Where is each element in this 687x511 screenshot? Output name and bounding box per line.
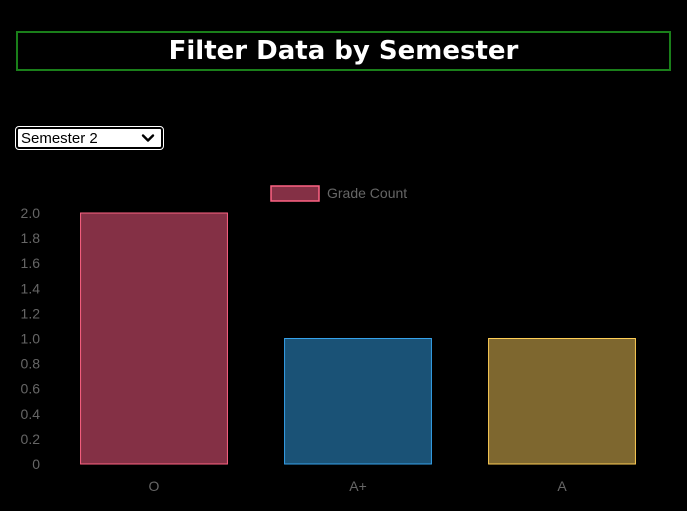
y-tick-label: 0 bbox=[32, 456, 40, 472]
chevron-down-icon bbox=[141, 134, 155, 142]
legend-label: Grade Count bbox=[327, 185, 407, 201]
x-tick-label: A bbox=[557, 478, 567, 494]
y-tick-label: 0.6 bbox=[21, 381, 41, 397]
y-tick-label: 1.6 bbox=[21, 255, 41, 271]
legend-swatch[interactable] bbox=[270, 185, 320, 202]
semester-select-value: Semester 2 bbox=[21, 129, 98, 147]
bar-a[interactable] bbox=[488, 338, 636, 465]
bar-a-plus[interactable] bbox=[284, 338, 432, 465]
y-tick-label: 1.2 bbox=[21, 305, 41, 321]
title-banner: Filter Data by Semester bbox=[16, 31, 671, 71]
y-tick-label: 0.2 bbox=[21, 431, 41, 447]
y-tick-label: 1.8 bbox=[21, 230, 41, 246]
x-tick-label: O bbox=[149, 478, 160, 494]
y-tick-label: 0.4 bbox=[21, 406, 41, 422]
y-tick-label: 1.0 bbox=[21, 331, 41, 347]
x-tick-label: A+ bbox=[349, 478, 367, 494]
y-tick-label: 0.8 bbox=[21, 356, 41, 372]
semester-select[interactable]: Semester 2 bbox=[15, 126, 164, 150]
y-tick-label: 1.4 bbox=[21, 280, 41, 296]
page-title: Filter Data by Semester bbox=[168, 36, 519, 66]
bar-o[interactable] bbox=[80, 212, 228, 465]
y-tick-label: 2.0 bbox=[21, 205, 41, 221]
